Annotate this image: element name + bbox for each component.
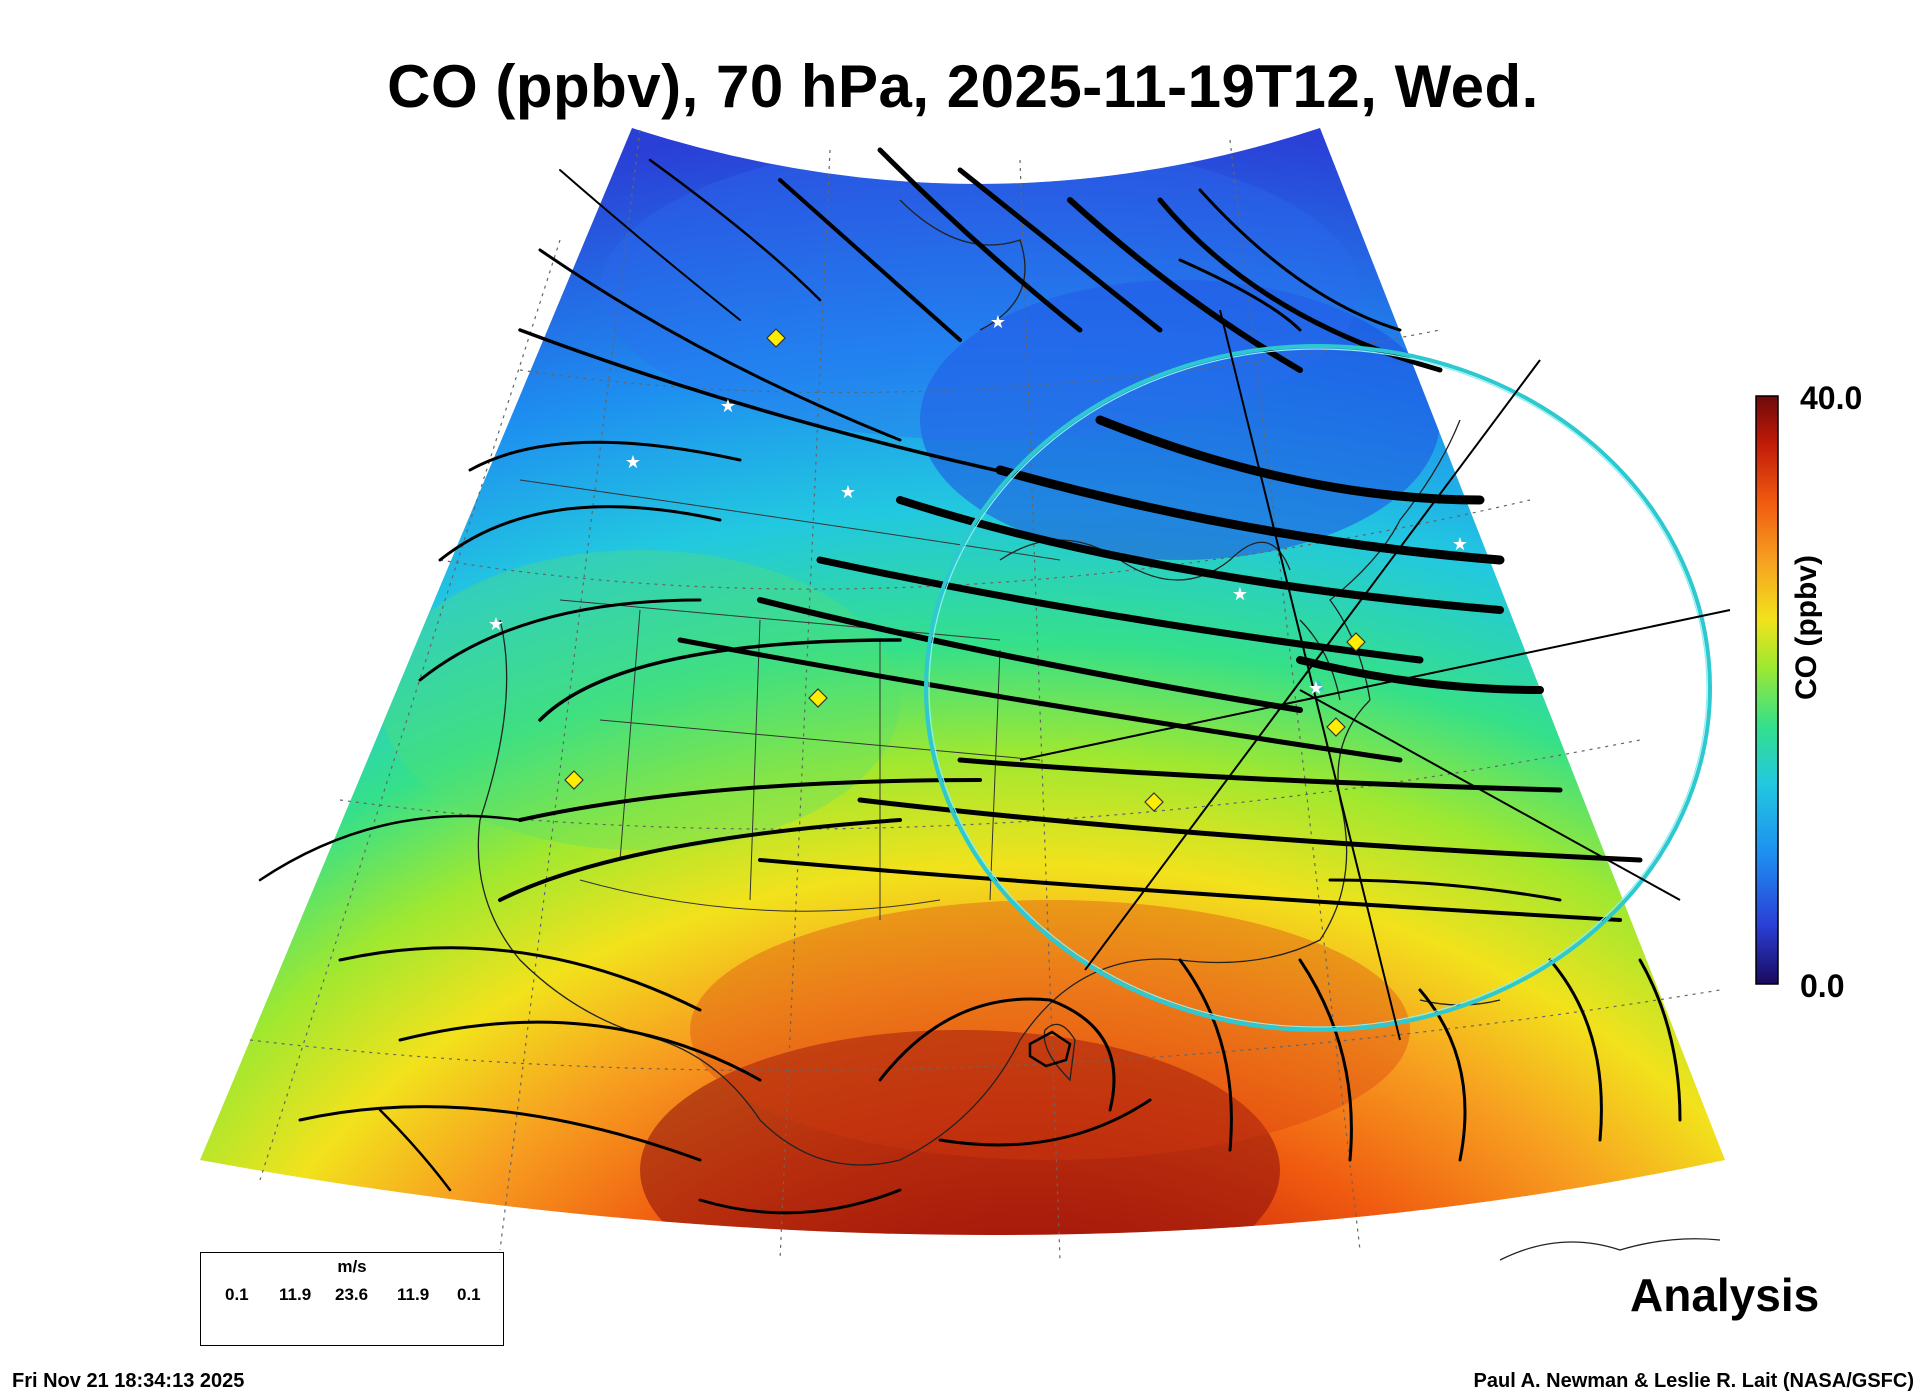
vortex-center-marker bbox=[1311, 679, 1325, 691]
yellow-diamond-marker bbox=[766, 328, 786, 348]
streamline bbox=[258, 814, 522, 882]
streamline bbox=[816, 556, 1424, 664]
streamline bbox=[995, 465, 1505, 565]
white-star-marker: ★ bbox=[488, 614, 504, 635]
white-star-marker: ★ bbox=[1308, 678, 1324, 699]
yellow-diamond-marker bbox=[1144, 792, 1164, 812]
colorbar bbox=[1755, 395, 1779, 985]
wind-speed-legend: m/s 0.1 11.9 23.6 11.9 0.1 bbox=[200, 1252, 504, 1346]
white-star-marker: ★ bbox=[840, 482, 856, 503]
streamline bbox=[778, 178, 962, 342]
streamline bbox=[498, 818, 902, 902]
wind-legend-value-5: 0.1 bbox=[457, 1285, 481, 1304]
wind-legend-value-1: 0.1 bbox=[225, 1285, 249, 1304]
graticule bbox=[249, 129, 1721, 1261]
generated-timestamp: Fri Nov 21 18:34:13 2025 bbox=[12, 1370, 245, 1392]
streamline bbox=[298, 1105, 702, 1162]
colorbar-min-label: 0.0 bbox=[1800, 968, 1845, 1004]
white-star-marker: ★ bbox=[1452, 534, 1468, 555]
streamline bbox=[677, 637, 1403, 763]
co-field bbox=[200, 128, 1725, 1235]
white-star-marker: ★ bbox=[1232, 584, 1248, 605]
white-star-marker: ★ bbox=[990, 312, 1006, 333]
streamline bbox=[698, 1188, 902, 1215]
streamline bbox=[559, 169, 741, 321]
author-credit: Paul A. Newman & Leslie R. Lait (NASA/GS… bbox=[1473, 1370, 1914, 1392]
wind-legend-unit: m/s bbox=[337, 1257, 367, 1276]
colorbar-max-label: 40.0 bbox=[1800, 380, 1863, 416]
streamline bbox=[438, 505, 722, 562]
streamline bbox=[857, 797, 1643, 863]
streamline bbox=[518, 778, 982, 822]
streamline bbox=[1178, 958, 1233, 1152]
streamline bbox=[957, 757, 1563, 793]
white-star-marker: ★ bbox=[625, 452, 641, 473]
station-markers: ★ ★ ★ ★ ★ ★ ★ ★ bbox=[488, 312, 1468, 812]
yellow-diamond-marker bbox=[1326, 717, 1346, 737]
vortex-circle-overlay bbox=[924, 309, 1731, 1041]
yellow-diamond-marker bbox=[808, 688, 828, 708]
wind-streamlines bbox=[258, 147, 1682, 1215]
streamline bbox=[398, 1020, 762, 1082]
streamline bbox=[538, 248, 902, 442]
streamline bbox=[468, 440, 742, 472]
streamline bbox=[878, 997, 1116, 1112]
streamline bbox=[648, 158, 822, 302]
streamline bbox=[538, 638, 902, 722]
streamline bbox=[1198, 188, 1402, 332]
streamline bbox=[1298, 958, 1353, 1162]
anticyclone-center bbox=[1028, 1030, 1072, 1068]
streamline bbox=[338, 946, 702, 1012]
wind-legend-value-4: 11.9 bbox=[397, 1285, 430, 1304]
streamline bbox=[896, 496, 1504, 614]
streamline bbox=[1296, 656, 1544, 694]
borders bbox=[519, 479, 1061, 920]
wind-legend-value-2: 11.9 bbox=[279, 1285, 312, 1304]
white-star-marker: ★ bbox=[720, 396, 736, 417]
streamline bbox=[1178, 258, 1302, 332]
streamline bbox=[877, 147, 1083, 333]
streamline bbox=[378, 1108, 452, 1192]
colorbar-title: CO (ppbv) bbox=[1790, 555, 1823, 700]
streamline bbox=[1418, 988, 1467, 1162]
streamline bbox=[1095, 415, 1485, 505]
streamline bbox=[957, 167, 1163, 333]
streamline bbox=[757, 597, 1303, 713]
yellow-diamond-marker bbox=[564, 770, 584, 790]
streamline bbox=[938, 1098, 1152, 1147]
streamline bbox=[1638, 958, 1682, 1122]
wind-legend-value-3: 23.6 bbox=[335, 1285, 369, 1304]
yellow-diamond-marker bbox=[1346, 632, 1366, 652]
streamline bbox=[418, 598, 702, 682]
product-label: Analysis bbox=[1630, 1269, 1820, 1321]
plot-title: CO (ppbv), 70 hPa, 2025-11-19T12, Wed. bbox=[387, 53, 1539, 120]
streamline bbox=[1548, 958, 1603, 1142]
streamline bbox=[518, 328, 1042, 482]
